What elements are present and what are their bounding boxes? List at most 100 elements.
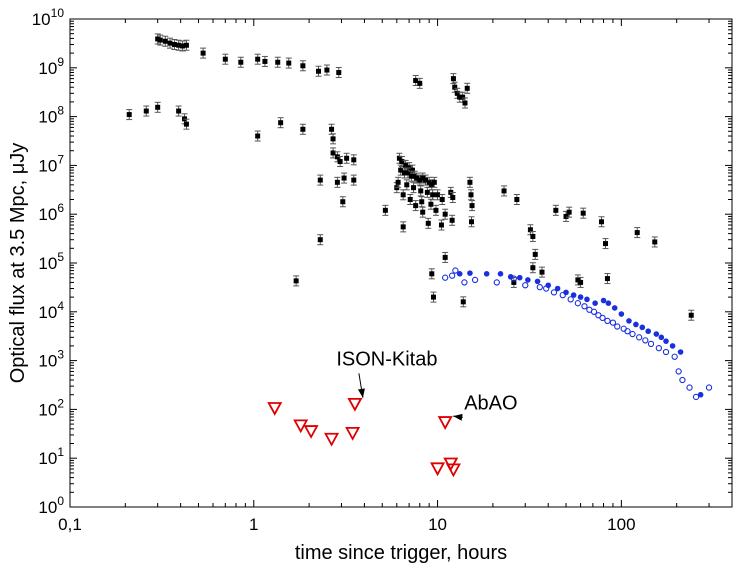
data-point-open-circle: [581, 303, 588, 310]
data-point-square: [340, 199, 346, 205]
data-point-square: [143, 108, 149, 114]
data-point-filled-circle: [633, 321, 639, 328]
data-point-square: [599, 219, 605, 225]
data-point-square: [351, 177, 357, 183]
data-point-open-circle: [471, 276, 479, 284]
data-point-square: [255, 56, 261, 62]
data-point-open-circle: [452, 267, 459, 274]
data-point-square: [329, 126, 335, 132]
data-point-square: [419, 199, 425, 205]
data-point-square: [404, 182, 410, 188]
annotation-arrowhead: [453, 413, 463, 421]
data-point-open-circle: [442, 274, 449, 281]
data-point-square: [566, 209, 572, 215]
data-point-square: [464, 85, 470, 91]
data-point-square: [439, 197, 445, 203]
data-point-filled-circle: [618, 311, 625, 317]
data-point-square: [688, 312, 694, 318]
data-point-square: [580, 210, 586, 216]
data-point-open-circle: [448, 272, 456, 279]
data-point-square: [426, 179, 432, 185]
data-point-square: [501, 188, 507, 194]
data-point-square: [317, 237, 323, 243]
data-point-square: [400, 192, 406, 198]
data-point-open-circle: [493, 279, 500, 286]
x-tick-label: 0,1: [58, 515, 82, 534]
data-point-filled-circle: [645, 328, 652, 335]
data-point-open-circle: [574, 300, 582, 307]
data-point-open-circle: [510, 275, 517, 282]
upper-limit-triangle: [345, 426, 361, 441]
data-point-square: [553, 207, 559, 213]
data-point-square: [183, 121, 189, 127]
annotations: ISON-Kitab AbAO: [336, 348, 518, 421]
data-point-open-circle: [671, 353, 678, 360]
data-point-open-circle: [675, 368, 682, 375]
data-point-filled-circle: [605, 300, 612, 307]
data-point-square: [530, 233, 536, 239]
plot-frame: [69, 18, 733, 508]
data-point-square: [255, 133, 261, 139]
data-point-square: [433, 207, 439, 213]
data-point-square: [317, 177, 323, 183]
data-point-open-circle: [662, 348, 670, 356]
data-point-filled-circle: [570, 292, 577, 298]
data-point-open-circle: [604, 317, 611, 325]
data-point-filled-circle: [507, 274, 514, 280]
data-point-square: [395, 179, 401, 185]
upper-limit-triangle: [445, 463, 461, 478]
data-point-square: [337, 159, 343, 165]
data-point-square: [424, 189, 430, 195]
data-point-square: [382, 207, 388, 213]
data-point-open-circle: [655, 344, 663, 352]
y-tick-label: 104: [38, 299, 64, 322]
data-point-open-circle: [636, 334, 643, 341]
data-point-square: [324, 67, 330, 73]
data-point-square: [403, 162, 409, 168]
data-point-square: [330, 136, 336, 142]
x-tick-label: 1: [249, 515, 258, 534]
data-point-square: [428, 201, 434, 207]
data-point-square: [262, 58, 268, 64]
data-point-square: [180, 43, 186, 49]
y-tick-label: 106: [38, 201, 64, 224]
data-point-square: [200, 50, 206, 56]
data-point-square: [408, 173, 414, 179]
y-tick-label: 109: [38, 55, 64, 78]
data-point-square: [462, 100, 468, 106]
y-tick-label: 105: [38, 250, 64, 273]
data-point-square: [563, 213, 569, 219]
data-point-square: [575, 277, 581, 283]
x-tick-label: 10: [428, 515, 447, 534]
data-point-open-circle: [559, 291, 566, 299]
data-point-square: [514, 197, 520, 203]
data-point-filled-circle: [611, 305, 618, 311]
data-point-square: [442, 254, 448, 260]
data-point-filled-circle: [577, 294, 584, 300]
data-point-square: [286, 60, 292, 66]
data-point-square: [430, 294, 436, 300]
data-point-square: [454, 90, 460, 96]
data-point-square: [300, 63, 306, 69]
data-point-open-circle: [567, 296, 574, 303]
data-point-square: [414, 175, 420, 181]
data-point-filled-circle: [584, 296, 590, 303]
data-point-square: [334, 179, 340, 185]
data-point-square: [418, 188, 424, 194]
data-point-square: [157, 37, 163, 43]
data-point-square: [460, 94, 466, 100]
data-point-square: [398, 167, 404, 173]
data-point-square: [634, 230, 640, 236]
data-point-square: [420, 209, 426, 215]
data-point-open-circle: [536, 283, 543, 291]
data-point-square: [420, 175, 426, 181]
annotation-label: ISON-Kitab: [336, 348, 437, 370]
data-point-filled-circle: [497, 271, 504, 277]
data-point-square: [275, 59, 281, 65]
data-point-open-circle: [614, 323, 621, 330]
y-axis-title: Optical flux at 3.5 Mpc, μJy: [7, 143, 29, 384]
data-point-square: [413, 203, 419, 209]
data-point-square: [344, 155, 350, 161]
data-point-square: [429, 182, 435, 188]
data-point-filled-circle: [516, 274, 523, 281]
